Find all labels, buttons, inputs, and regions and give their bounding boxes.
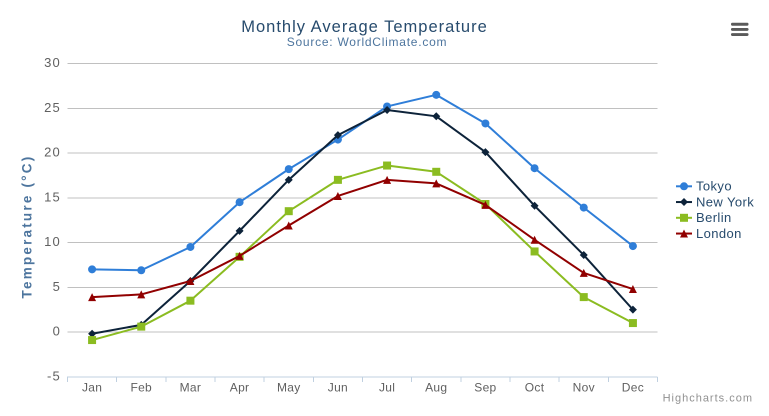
svg-text:Monthly Average Temperature: Monthly Average Temperature bbox=[241, 18, 488, 36]
svg-text:Highcharts.com: Highcharts.com bbox=[663, 393, 753, 405]
svg-text:25: 25 bbox=[44, 100, 61, 115]
svg-text:Oct: Oct bbox=[525, 381, 545, 395]
svg-text:Source: WorldClimate.com: Source: WorldClimate.com bbox=[287, 35, 448, 49]
svg-text:London: London bbox=[696, 226, 742, 241]
svg-text:Feb: Feb bbox=[130, 381, 152, 395]
svg-text:Tokyo: Tokyo bbox=[696, 179, 732, 194]
svg-text:30: 30 bbox=[44, 55, 61, 70]
svg-text:5: 5 bbox=[53, 279, 61, 294]
svg-text:Apr: Apr bbox=[230, 381, 250, 395]
svg-text:20: 20 bbox=[44, 145, 61, 160]
svg-text:Aug: Aug bbox=[425, 381, 447, 395]
svg-text:15: 15 bbox=[44, 189, 61, 204]
svg-text:Temperature (°C): Temperature (°C) bbox=[20, 155, 35, 299]
svg-text:Sep: Sep bbox=[474, 381, 496, 395]
svg-text:Jul: Jul bbox=[379, 381, 395, 395]
svg-text:10: 10 bbox=[44, 234, 61, 249]
svg-text:0: 0 bbox=[53, 324, 61, 339]
svg-text:May: May bbox=[277, 381, 301, 395]
svg-text:-5: -5 bbox=[47, 368, 61, 383]
svg-text:Nov: Nov bbox=[573, 381, 595, 395]
svg-text:New York: New York bbox=[696, 194, 754, 209]
svg-text:Jun: Jun bbox=[328, 381, 348, 395]
svg-text:Berlin: Berlin bbox=[696, 210, 732, 225]
svg-text:Dec: Dec bbox=[622, 381, 644, 395]
svg-text:Mar: Mar bbox=[180, 381, 202, 395]
svg-text:Jan: Jan bbox=[82, 381, 102, 395]
